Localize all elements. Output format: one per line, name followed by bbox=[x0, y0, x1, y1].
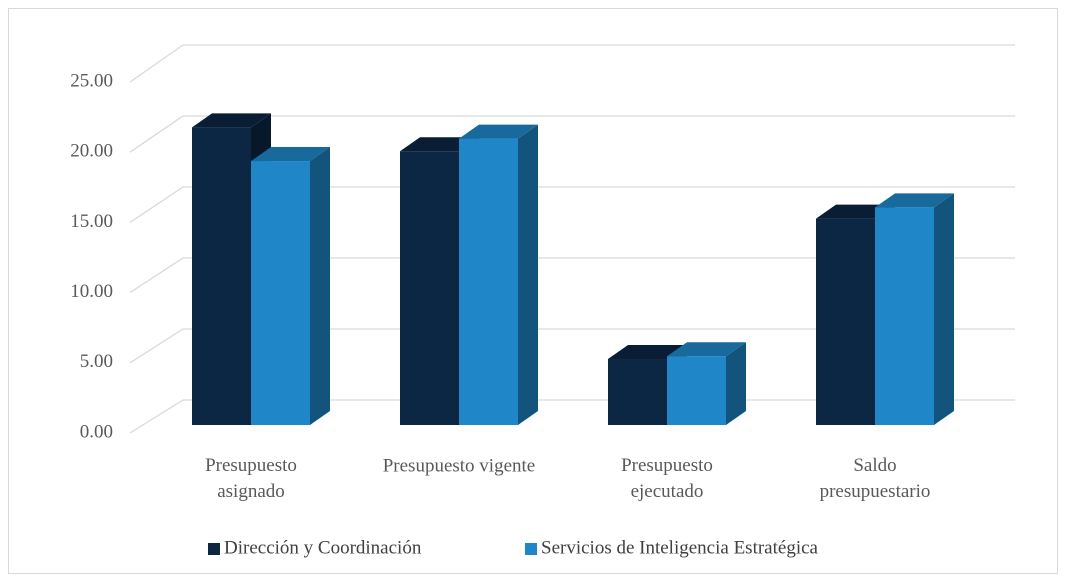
bar-front bbox=[608, 359, 667, 425]
x-tick-label: Presupuesto asignado bbox=[205, 455, 297, 502]
grid-line-side bbox=[129, 328, 184, 364]
y-tick-label: 5.00 bbox=[80, 351, 113, 372]
y-tick-label: 25.00 bbox=[70, 70, 113, 91]
legend-label: Dirección y Coordinación bbox=[224, 537, 422, 558]
bar bbox=[459, 124, 538, 426]
legend-swatch bbox=[208, 543, 220, 555]
bar-front bbox=[192, 127, 251, 426]
bar bbox=[667, 342, 746, 425]
y-tick-label: 20.00 bbox=[70, 141, 113, 162]
bar-front bbox=[875, 207, 934, 425]
x-tick-label: Saldo presupuestario bbox=[820, 455, 931, 502]
legend-label: Servicios de Inteligencia Estratégica bbox=[541, 537, 819, 558]
x-tick-label: Presupuesto ejecutado bbox=[621, 455, 713, 502]
y-tick-label: 10.00 bbox=[70, 281, 113, 302]
bar-side bbox=[934, 193, 954, 425]
bar-top bbox=[667, 342, 746, 357]
bar bbox=[875, 193, 954, 425]
grid-line-side bbox=[129, 186, 184, 223]
bar-front bbox=[400, 151, 459, 425]
y-tick-label: 15.00 bbox=[70, 211, 113, 232]
grid-line-side bbox=[129, 399, 184, 434]
bar-top bbox=[608, 345, 687, 360]
bar-side bbox=[310, 147, 330, 425]
bar-top bbox=[459, 124, 538, 139]
x-tick-label: Presupuesto vigente bbox=[383, 455, 536, 476]
legend-swatch bbox=[525, 543, 537, 555]
bar bbox=[251, 147, 330, 425]
bar-front bbox=[251, 161, 310, 425]
bar-side bbox=[726, 342, 746, 425]
grid-line-side bbox=[129, 115, 184, 153]
bar-top bbox=[875, 193, 954, 208]
bar-side bbox=[518, 124, 538, 426]
bar-top bbox=[251, 147, 330, 162]
grid-line-side bbox=[129, 257, 184, 294]
y-tick-label: 0.00 bbox=[80, 421, 113, 442]
grid-line-side bbox=[129, 44, 184, 83]
bar-top bbox=[192, 113, 271, 128]
bar-front bbox=[667, 356, 726, 425]
bar-front bbox=[459, 138, 518, 426]
bar-front bbox=[816, 218, 875, 425]
